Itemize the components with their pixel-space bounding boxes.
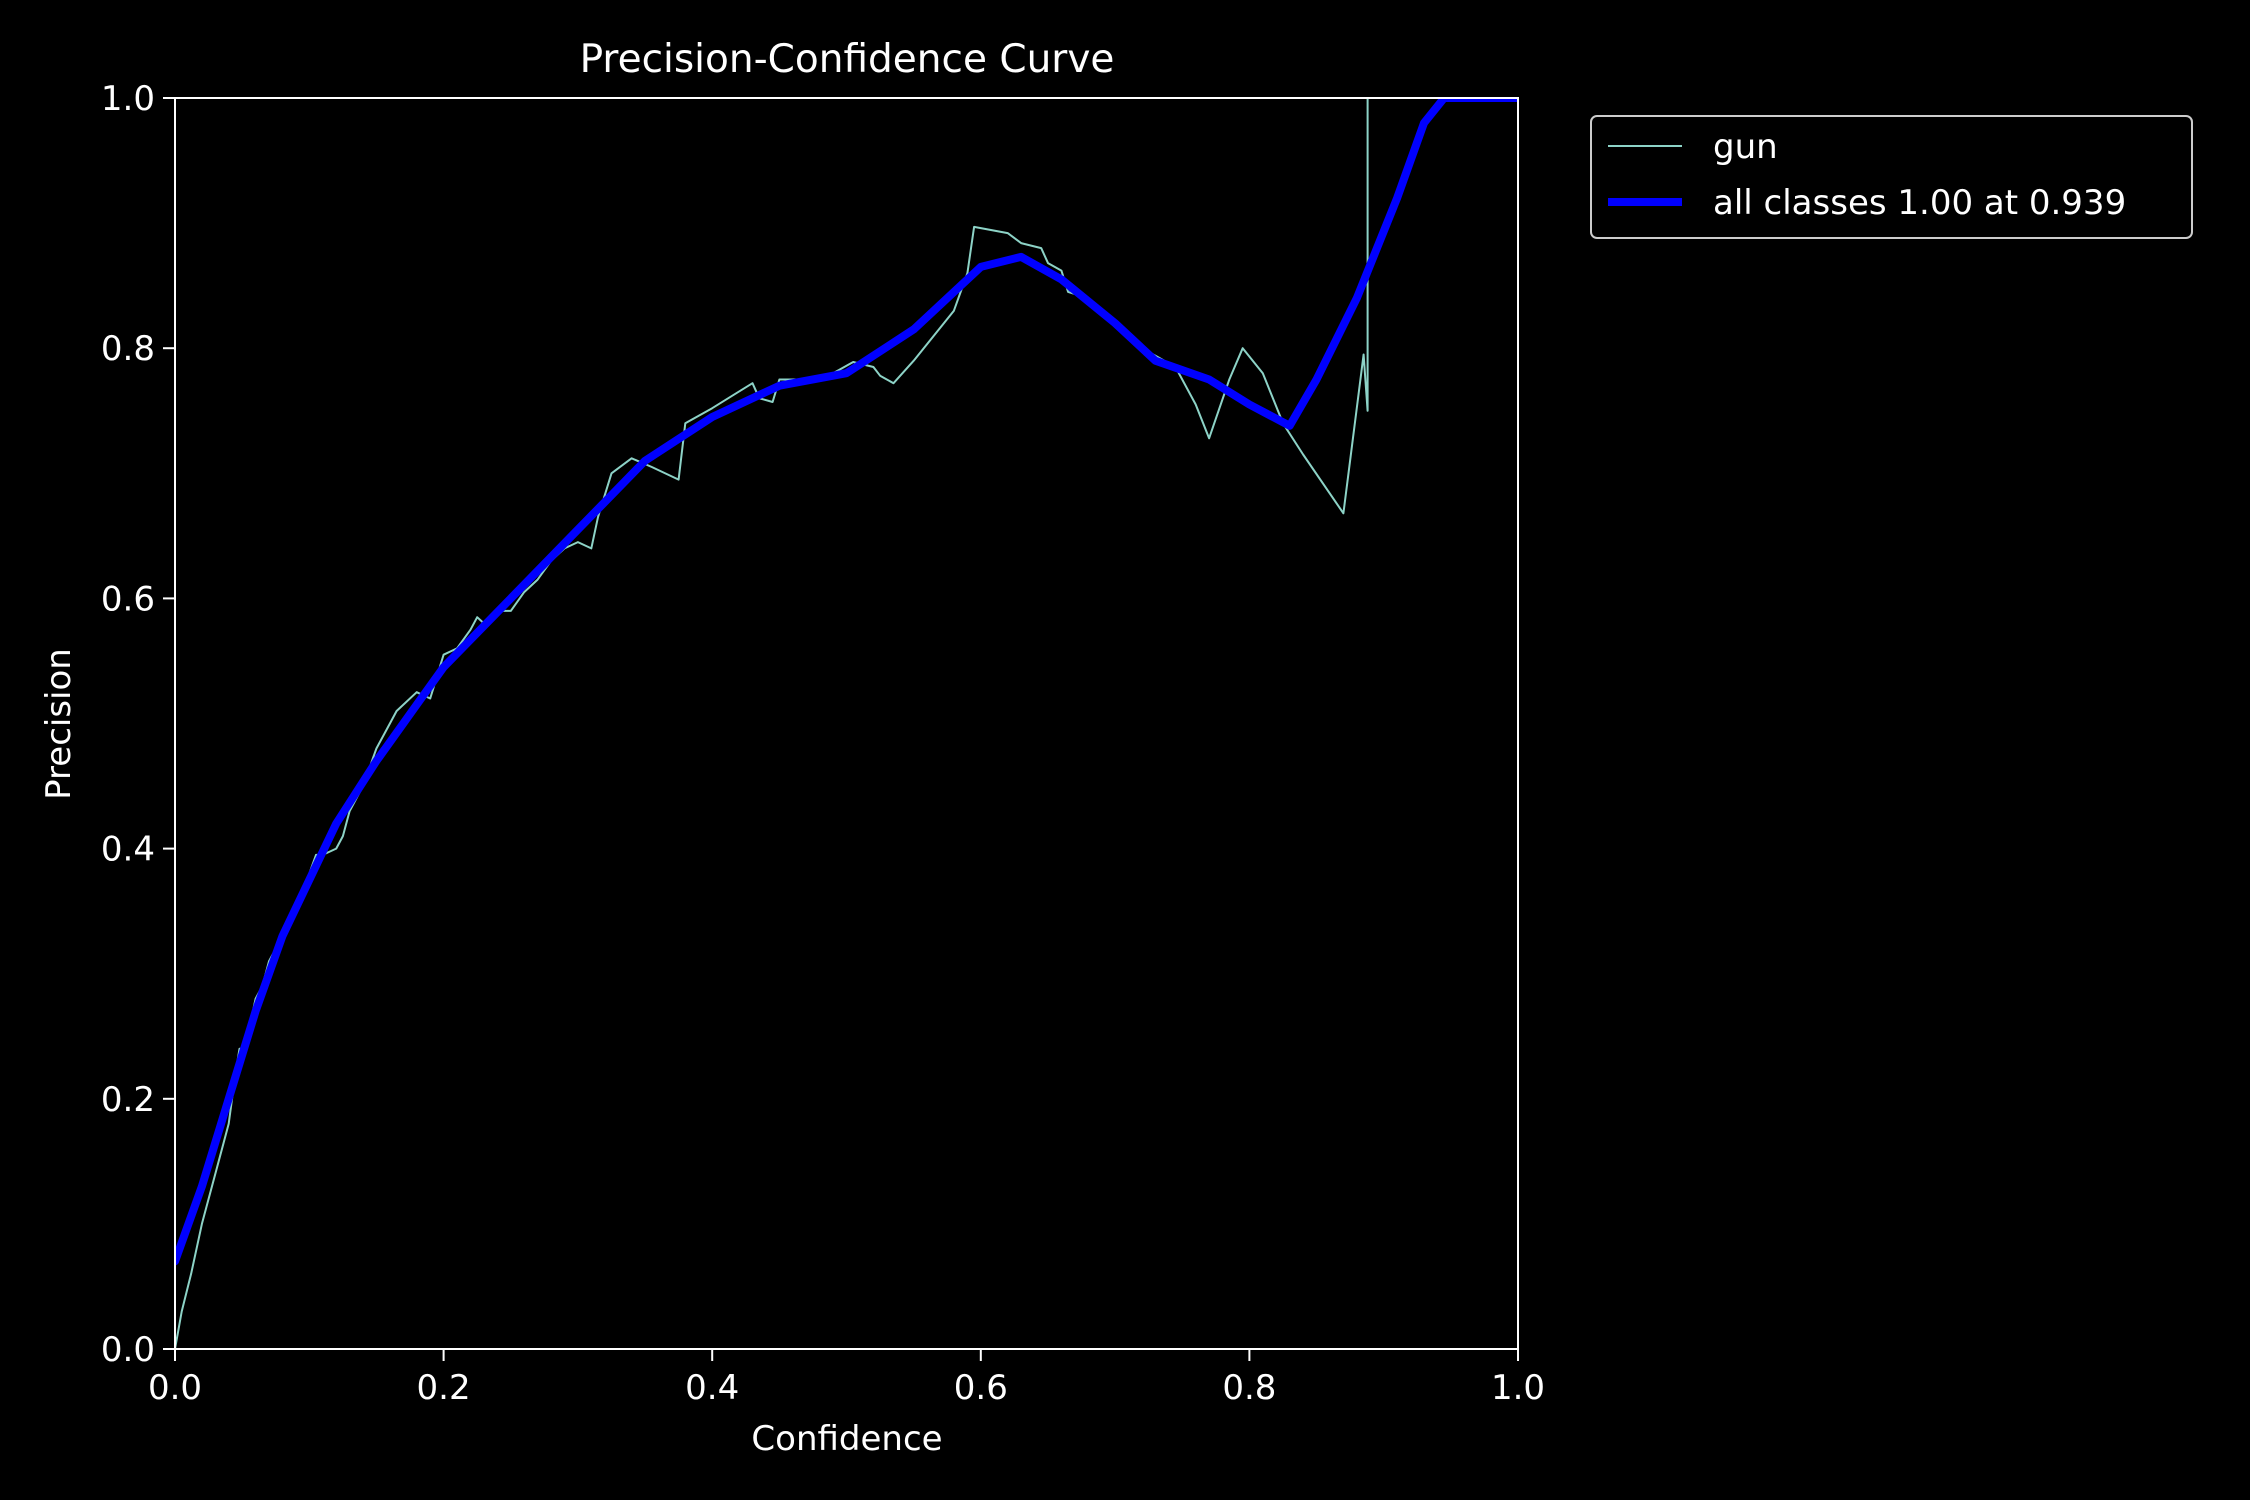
x-axis-ticks: 0.0 0.2 0.4 0.6 0.8 1.0 xyxy=(148,1349,1545,1408)
x-tick-label: 1.0 xyxy=(1491,1368,1545,1408)
y-tick-label: 0.4 xyxy=(101,830,155,870)
x-axis-label: Confidence xyxy=(751,1419,942,1459)
chart-title: Precision-Confidence Curve xyxy=(580,37,1115,82)
y-axis-label: Precision xyxy=(39,648,79,800)
x-tick-label: 0.2 xyxy=(417,1368,471,1408)
x-tick-label: 0.8 xyxy=(1222,1368,1276,1408)
x-tick-label: 0.0 xyxy=(148,1368,202,1408)
y-tick-label: 0.8 xyxy=(101,329,155,369)
y-tick-label: 0.2 xyxy=(101,1080,155,1120)
series-line-all-classes xyxy=(175,98,1518,1266)
x-tick-label: 0.4 xyxy=(685,1368,739,1408)
x-tick-label: 0.6 xyxy=(954,1368,1008,1408)
y-tick-label: 1.0 xyxy=(101,79,155,119)
legend-label-gun: gun xyxy=(1713,127,1778,167)
y-tick-label: 0.6 xyxy=(101,579,155,619)
legend: gun all classes 1.00 at 0.939 xyxy=(1590,115,2193,239)
y-tick-label: 0.0 xyxy=(101,1330,155,1370)
plot-area-frame xyxy=(174,97,1519,1350)
legend-box xyxy=(1590,115,2193,239)
series-layer xyxy=(175,98,1518,1349)
legend-label-all-classes: all classes 1.00 at 0.939 xyxy=(1713,183,2126,223)
y-axis-ticks: 0.0 0.2 0.4 0.6 0.8 1.0 xyxy=(101,79,175,1370)
